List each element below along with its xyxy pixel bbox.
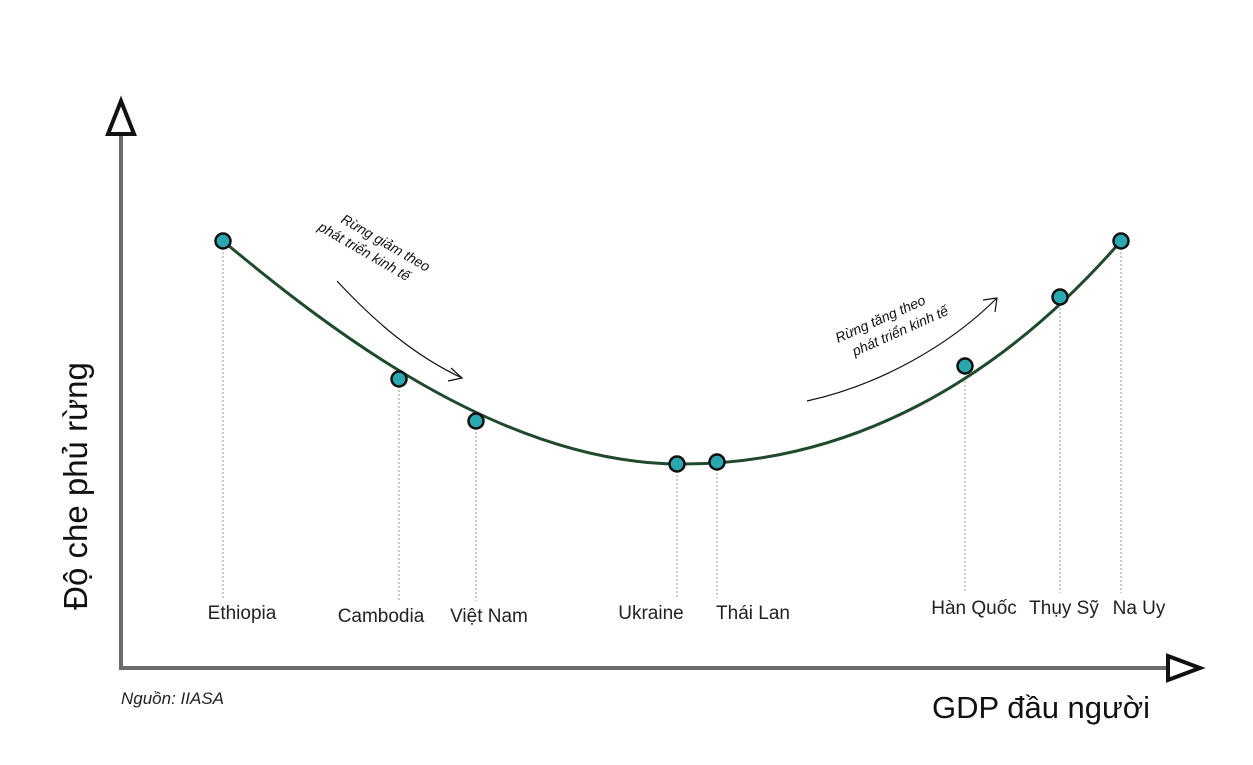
label-thai-lan: Thái Lan [716,603,790,624]
x-axis-title: GDP đầu người [932,690,1150,725]
increase-arrowhead [982,297,998,313]
point-ethiopia [214,232,232,250]
point-thuy-sy [1051,288,1069,306]
increase-arrow [806,297,998,402]
source-note: Nguồn: IIASA [121,689,224,708]
point-thai-lan [708,453,726,471]
point-ukraine [668,455,686,473]
decrease-annotation: Rừng giảm theo phát triển kinh tế [315,202,437,292]
point-viet-nam [467,412,485,430]
decrease-arrow [336,280,463,379]
label-na-uy: Na Uy [1113,598,1166,619]
point-han-quoc [956,357,974,375]
increase-annotation: Rừng tăng theo phát triển kinh tế [833,284,952,363]
forest-curve [222,239,1123,466]
y-axis-title: Độ che phủ rừng [57,362,94,610]
country-points [214,232,1130,473]
decrease-arrowhead [447,367,464,382]
label-thuy-sy: Thụy Sỹ [1029,598,1099,619]
x-axis-arrowhead [1166,653,1206,683]
label-viet-nam: Việt Nam [450,606,528,627]
country-labels: Ethiopia Cambodia Việt Nam Ukraine Thái … [208,598,1166,627]
y-axis-arrowhead [105,95,137,136]
label-ethiopia: Ethiopia [208,603,277,624]
point-cambodia [390,370,408,388]
guide-lines [222,248,1122,601]
label-han-quoc: Hàn Quốc [931,598,1017,619]
label-ukraine: Ukraine [618,603,683,624]
label-cambodia: Cambodia [338,606,425,627]
point-na-uy [1112,232,1130,250]
